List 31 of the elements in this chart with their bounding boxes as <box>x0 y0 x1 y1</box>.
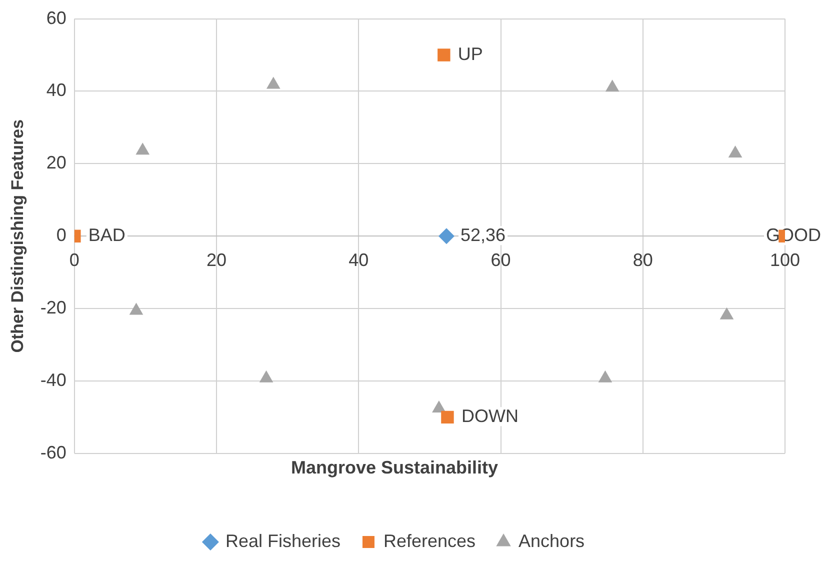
point <box>720 307 734 320</box>
point <box>129 302 144 315</box>
data-label: BAD <box>88 225 126 246</box>
x-tick-label: 40 <box>348 250 369 270</box>
x-tick-label: 100 <box>770 250 800 270</box>
legend-label: References <box>383 530 476 551</box>
data-label: UP <box>458 44 483 64</box>
y-tick-label: -60 <box>40 442 66 462</box>
y-tick-label: -20 <box>40 298 66 318</box>
point <box>605 80 620 92</box>
point <box>728 146 742 158</box>
point <box>266 76 280 89</box>
point <box>598 370 612 382</box>
y-tick-label: -40 <box>40 370 66 390</box>
y-tick-label: 40 <box>46 80 66 100</box>
x-axis-title: Mangrove Sustainability <box>290 457 498 478</box>
x-tick-label: 60 <box>490 250 511 270</box>
x-tick-label: 0 <box>69 250 80 270</box>
y-tick-label: 60 <box>46 8 66 28</box>
point <box>259 370 274 382</box>
y-tick-label: 0 <box>56 225 66 246</box>
annotation: 52,36 <box>460 225 506 246</box>
legend-label: Anchors <box>518 530 585 551</box>
y-tick-label: 20 <box>46 152 66 173</box>
point <box>136 142 150 155</box>
x-tick-label: 20 <box>206 250 227 270</box>
x-tick-label: 80 <box>632 250 653 270</box>
y-axis-title: Other Distingishing Features <box>8 119 27 353</box>
point <box>432 400 446 412</box>
data-label: DOWN <box>461 406 518 426</box>
legend-label: Real Fisheries <box>225 530 340 551</box>
